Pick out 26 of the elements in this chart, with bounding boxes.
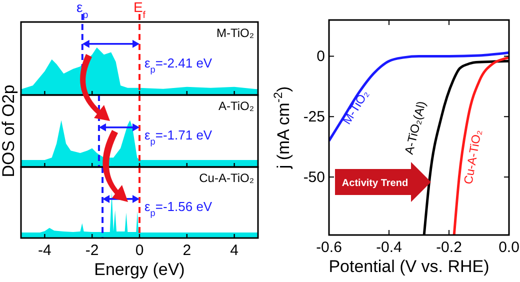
y-tick-label: -25	[303, 108, 325, 126]
x-tick-label: 0.0	[498, 239, 520, 256]
text: Cu-A-TiO₂	[461, 128, 484, 186]
x-axis-title: Potential (V vs. RHE)	[328, 257, 490, 276]
annotation: ε$_{p}$=-2.41 eV	[144, 55, 212, 74]
text: Cu-A-TiO₂	[199, 171, 254, 185]
ref-line-label: E$_{f}$	[133, 0, 146, 20]
annotation: Activity Trend	[342, 178, 408, 189]
x-tick-label: -2	[85, 242, 99, 259]
x-tick-label: 2	[182, 242, 192, 259]
text: A-TiO₂	[218, 99, 254, 113]
x-tick-label: -0.6	[316, 239, 342, 256]
x-tick-label: -4	[38, 242, 52, 259]
x-tick-label: -0.2	[436, 239, 462, 256]
x-tick-label: -0.4	[376, 239, 402, 256]
y-axis-title: DOS of O2p	[0, 84, 18, 178]
x-tick-label: 4	[230, 242, 238, 259]
ref-line-label: ε$_{p}$	[76, 0, 89, 20]
line-series	[452, 56, 509, 235]
y-tick-label: 0	[316, 48, 325, 66]
x-tick-label: 0	[135, 242, 144, 259]
y-tick-label: -50	[303, 169, 325, 186]
annotation: ε$_{p}$=-1.56 eV	[144, 199, 212, 218]
text: M-TiO₂	[216, 26, 254, 40]
annotation: ε$_{p}$=-1.71 eV	[144, 128, 212, 147]
x-axis-title: Energy (eV)	[94, 260, 185, 279]
